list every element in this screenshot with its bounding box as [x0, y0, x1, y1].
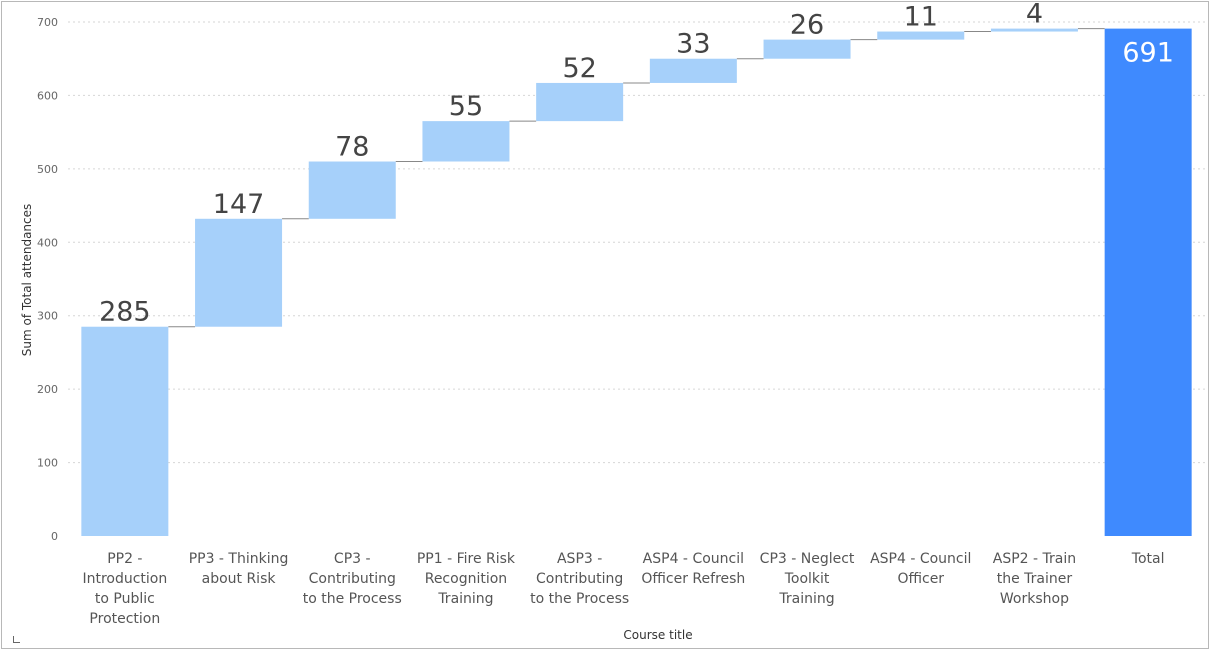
- y-axis-title: Sum of Total attendances: [20, 204, 34, 357]
- x-tick-label: ASP4 - Council Officer: [870, 551, 971, 587]
- corner-marker: [13, 636, 20, 643]
- increase-bar: [649, 58, 737, 83]
- data-label: 26: [790, 10, 824, 41]
- data-label: 33: [676, 29, 710, 60]
- y-tick-label: 600: [37, 89, 58, 102]
- y-tick-label: 400: [37, 236, 58, 249]
- x-tick-label: PP1 - Fire Risk Recognition Training: [417, 551, 516, 607]
- increase-bar: [536, 82, 624, 122]
- y-tick-label: 200: [37, 383, 58, 396]
- x-tick-label: CP3 - Neglect Toolkit Training: [760, 551, 855, 607]
- x-tick-label: ASP3 -Contributing to the Process: [530, 551, 629, 607]
- increase-bar: [195, 218, 283, 327]
- data-label: 52: [562, 53, 596, 84]
- data-label: 691: [1122, 38, 1174, 69]
- x-tick-label: Total: [1131, 551, 1165, 567]
- data-label: 4: [1026, 0, 1043, 30]
- x-tick-label: CP3 -Contributing to the Process: [303, 551, 402, 607]
- data-label: 78: [335, 132, 369, 163]
- data-label: 285: [99, 297, 151, 328]
- data-label: 147: [213, 189, 265, 220]
- x-tick-label: ASP4 - Council Officer Refresh: [641, 551, 745, 587]
- increase-bar: [990, 28, 1078, 32]
- increase-bar: [422, 121, 510, 162]
- y-tick-label: 500: [37, 163, 58, 176]
- increase-bar: [877, 31, 965, 40]
- x-axis-title: Course title: [623, 628, 692, 642]
- increase-bar: [308, 161, 396, 219]
- x-tick-label: ASP2 - Train the Trainer Workshop: [993, 551, 1076, 607]
- total-bar: [1104, 28, 1192, 536]
- increase-bar: [763, 39, 851, 59]
- y-tick-label: 700: [37, 16, 58, 29]
- data-label: 55: [449, 91, 483, 122]
- y-tick-label: 0: [51, 530, 58, 543]
- x-tick-label: PP2 -Introduction to Public Protection: [82, 551, 167, 627]
- x-tick-label: PP3 - Thinking about Risk: [189, 551, 289, 587]
- increase-bar: [81, 326, 169, 536]
- y-tick-label: 100: [37, 457, 58, 470]
- y-tick-label: 300: [37, 310, 58, 323]
- data-label: 11: [904, 2, 938, 33]
